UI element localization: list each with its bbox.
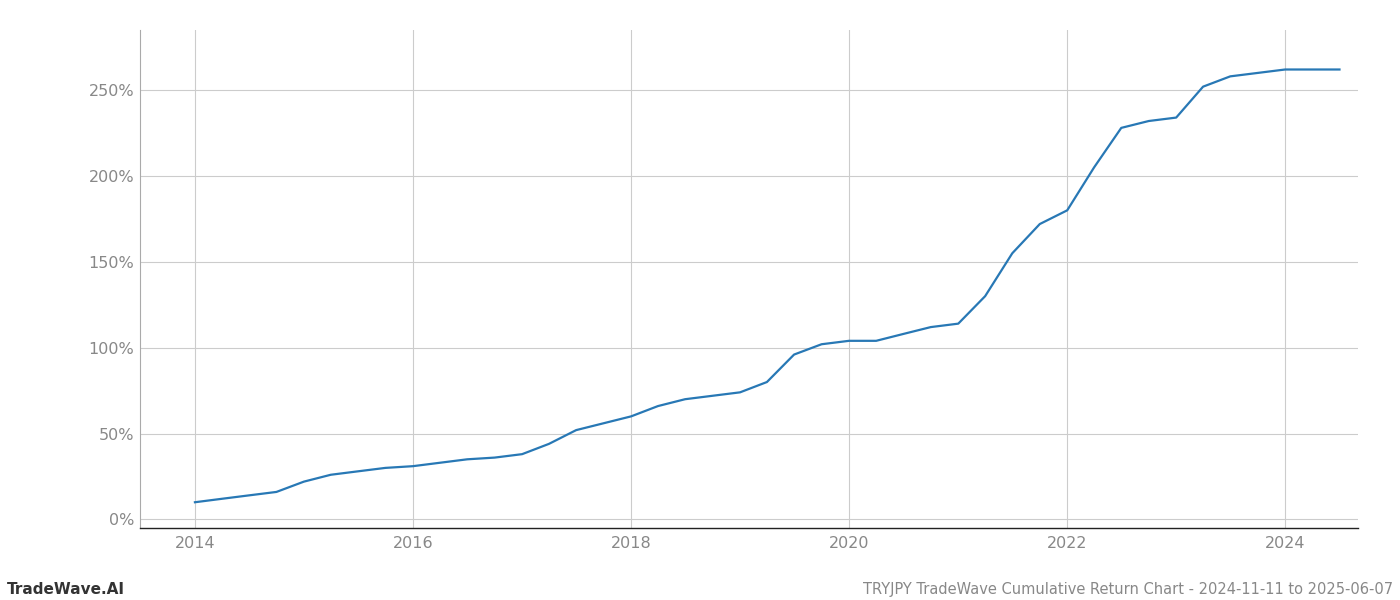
Text: TRYJPY TradeWave Cumulative Return Chart - 2024-11-11 to 2025-06-07: TRYJPY TradeWave Cumulative Return Chart…	[862, 582, 1393, 597]
Text: TradeWave.AI: TradeWave.AI	[7, 582, 125, 597]
